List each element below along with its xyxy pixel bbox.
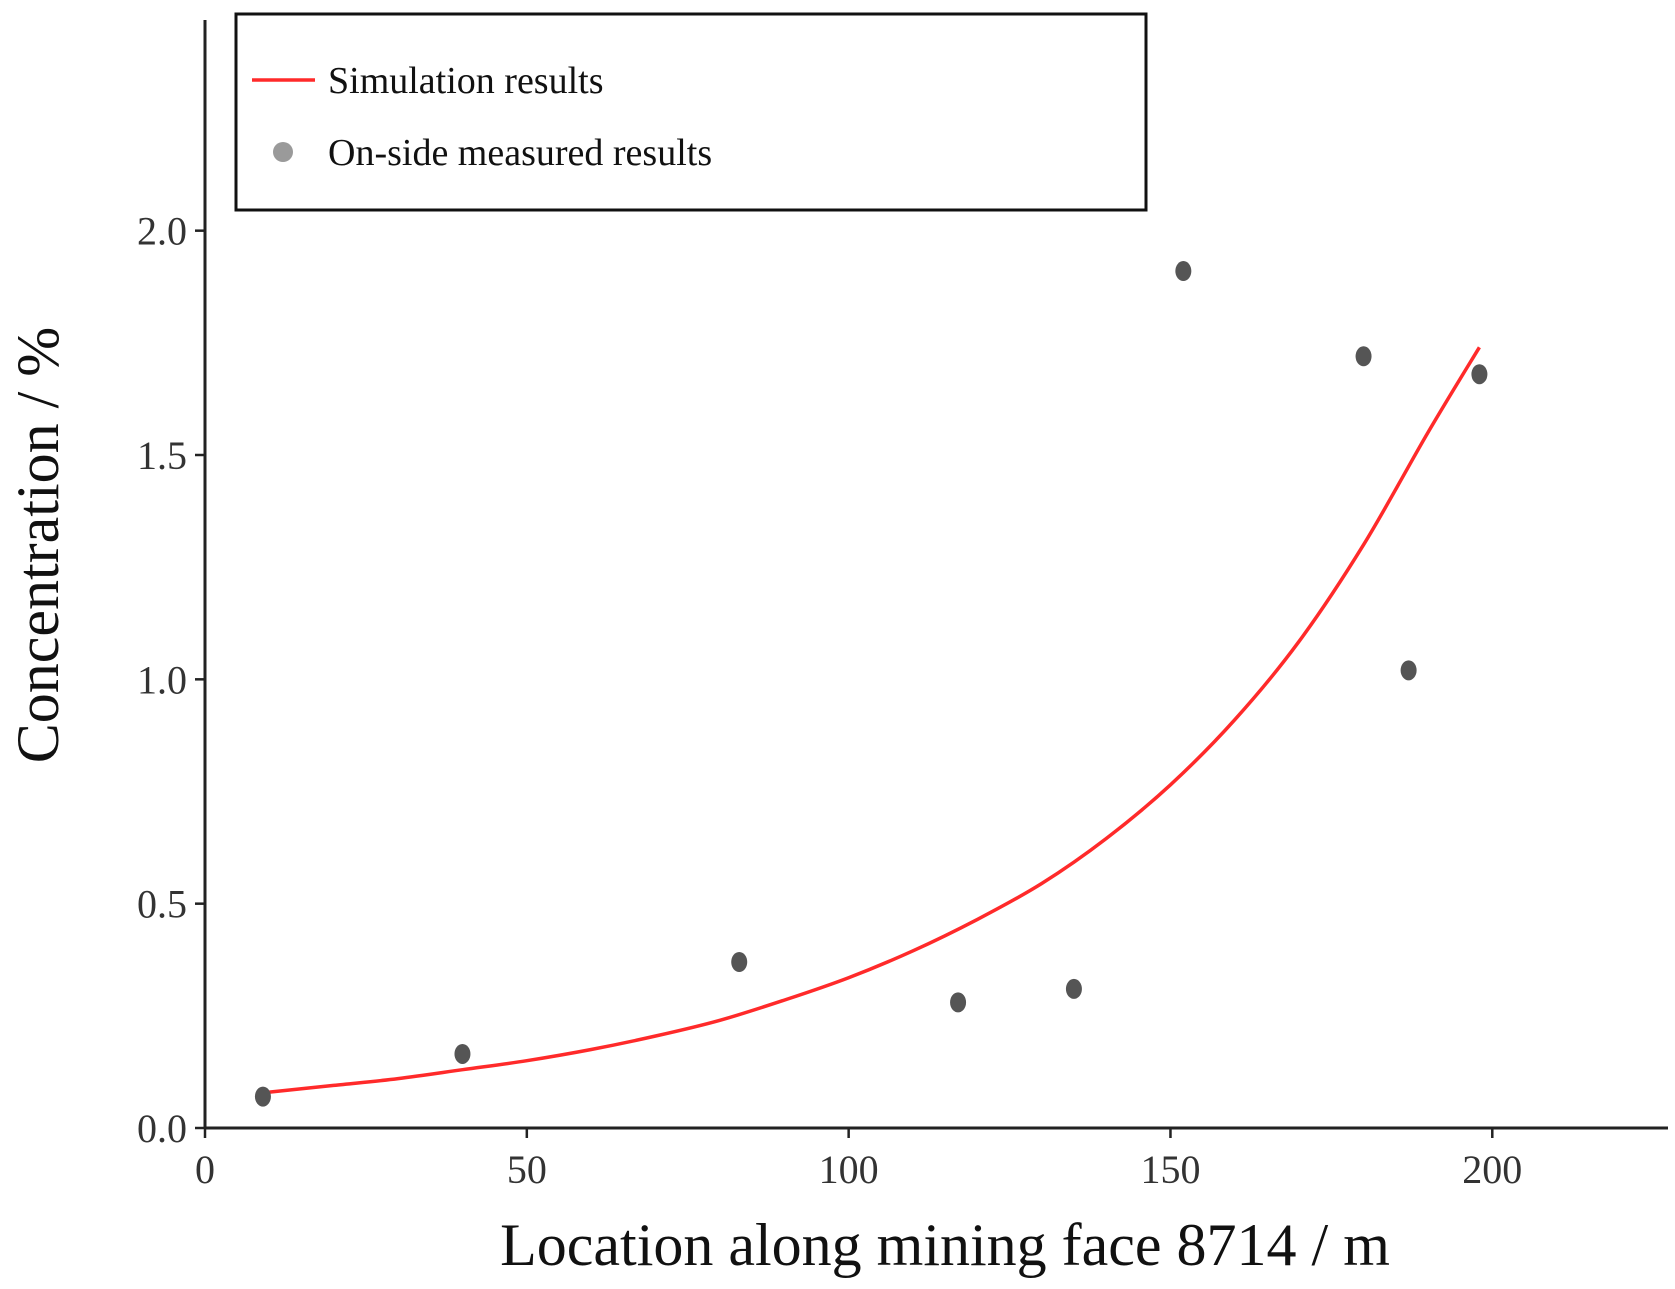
y-tick-label: 0.5: [137, 882, 187, 927]
legend: Simulation results On-side measured resu…: [234, 12, 1148, 212]
y-tick-label: 0.0: [137, 1106, 187, 1151]
x-tick-label: 200: [1462, 1147, 1522, 1192]
x-tick-label: 100: [819, 1147, 879, 1192]
measured-point: [950, 992, 967, 1013]
x-axis-label: Location along mining face 8714 / m: [500, 1212, 1390, 1278]
measured-point: [1355, 346, 1372, 367]
x-ticks: 0 50 100 150 200: [195, 1128, 1522, 1192]
measured-point: [1065, 978, 1082, 999]
x-tick-label: 0: [195, 1147, 215, 1192]
measured-point: [1471, 364, 1488, 385]
legend-box: [234, 12, 1148, 212]
y-axis-label: Concentration / %: [5, 327, 71, 764]
x-tick-label: 150: [1140, 1147, 1200, 1192]
y-tick-label: 1.5: [137, 433, 187, 478]
legend-measured-swatch: [273, 142, 293, 162]
measured-point: [254, 1086, 271, 1107]
y-ticks: 0.0 0.5 1.0 1.5 2.0: [137, 209, 205, 1151]
measured-point: [454, 1043, 471, 1064]
x-tick-label: 50: [507, 1147, 547, 1192]
legend-simulation-label: Simulation results: [328, 60, 604, 102]
measured-point: [731, 951, 748, 972]
y-tick-label: 2.0: [137, 209, 187, 254]
legend-measured-label: On-side measured results: [328, 132, 712, 174]
y-tick-label: 1.0: [137, 657, 187, 702]
measured-point: [1400, 660, 1417, 681]
measured-point: [1175, 261, 1192, 282]
simulation-line: [269, 346, 1481, 1094]
measured-points: [254, 261, 1488, 1107]
